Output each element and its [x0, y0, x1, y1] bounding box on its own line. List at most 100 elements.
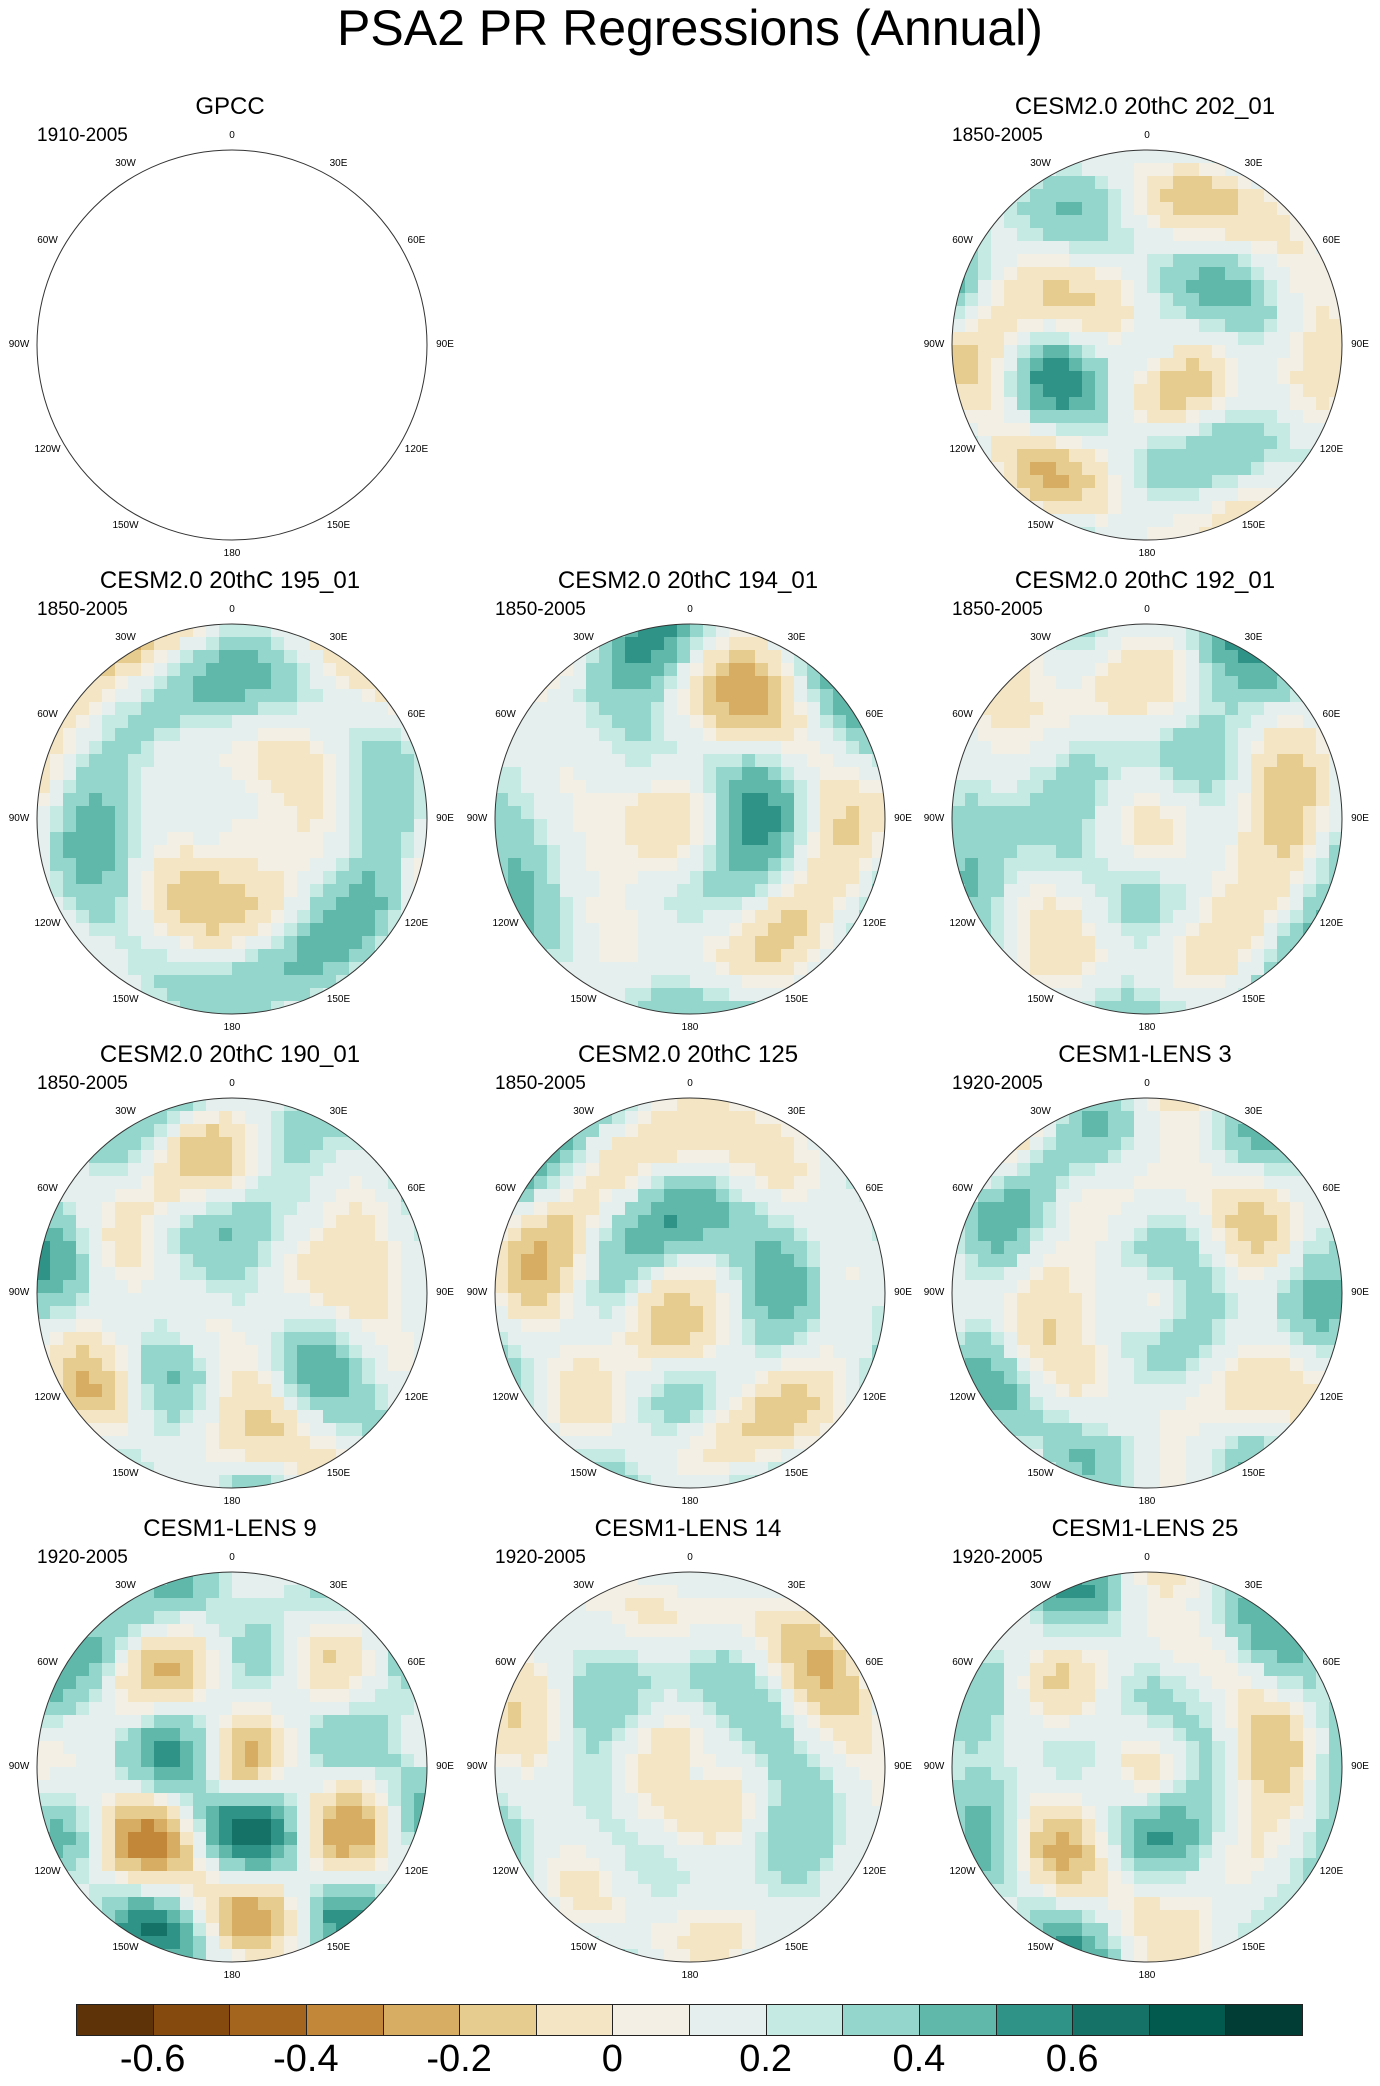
- field-cell: [102, 1293, 116, 1307]
- field-cell: [362, 884, 376, 898]
- field-cell: [245, 988, 259, 1002]
- field-cell: [521, 858, 535, 872]
- field-cell: [1134, 319, 1148, 333]
- field-cell: [1069, 728, 1083, 742]
- field-cell: [1225, 397, 1239, 411]
- field-cell: [271, 663, 285, 677]
- field-cell: [846, 793, 860, 807]
- field-cell: [625, 728, 639, 742]
- field-cell: [807, 949, 821, 963]
- field-cell: [1186, 462, 1200, 476]
- field-cell: [1160, 637, 1174, 651]
- field-cell: [1264, 397, 1278, 411]
- field-cell: [232, 1449, 246, 1463]
- field-cell: [716, 1150, 730, 1164]
- field-cell: [284, 1098, 298, 1112]
- field-cell: [677, 624, 691, 638]
- field-cell: [349, 1410, 363, 1424]
- field-cell: [1251, 884, 1265, 898]
- field-cell: [375, 1423, 389, 1437]
- field-cell: [245, 806, 259, 820]
- field-cell: [115, 936, 129, 950]
- field-cell: [89, 884, 103, 898]
- field-cell: [1160, 371, 1174, 385]
- field-cell: [1056, 241, 1070, 255]
- field-cell: [219, 1163, 233, 1177]
- field-cell: [586, 1124, 600, 1138]
- longitude-label: 120W: [34, 917, 61, 929]
- map-field: [952, 624, 1342, 1014]
- field-cell: [180, 1202, 194, 1216]
- field-cell: [375, 637, 389, 651]
- field-cell: [703, 1189, 717, 1203]
- field-cell: [495, 871, 509, 885]
- field-cell: [219, 728, 233, 742]
- field-cell: [193, 988, 207, 1002]
- field-cell: [495, 624, 509, 638]
- field-cell: [833, 741, 847, 755]
- field-cell: [1264, 845, 1278, 859]
- field-cell: [1316, 319, 1330, 333]
- field-cell: [206, 884, 220, 898]
- field-cell: [729, 832, 743, 846]
- field-cell: [310, 1254, 324, 1268]
- field-cell: [401, 949, 415, 963]
- field-cell: [1056, 306, 1070, 320]
- field-cell: [1095, 514, 1109, 528]
- field-cell: [1290, 832, 1304, 846]
- field-cell: [180, 1345, 194, 1359]
- field-cell: [820, 1189, 834, 1203]
- field-cell: [336, 819, 350, 833]
- field-cell: [258, 1228, 272, 1242]
- field-cell: [1212, 319, 1226, 333]
- field-cell: [768, 780, 782, 794]
- field-cell: [651, 897, 665, 911]
- field-cell: [612, 975, 626, 989]
- field-cell: [991, 728, 1005, 742]
- field-cell: [89, 897, 103, 911]
- field-cell: [794, 780, 808, 794]
- field-cell: [1069, 241, 1083, 255]
- field-cell: [991, 280, 1005, 294]
- field-cell: [807, 715, 821, 729]
- field-cell: [1160, 741, 1174, 755]
- field-cell: [1134, 832, 1148, 846]
- field-cell: [167, 949, 181, 963]
- field-cell: [625, 910, 639, 924]
- field-cell: [206, 1358, 220, 1372]
- field-cell: [362, 923, 376, 937]
- field-cell: [1017, 754, 1031, 768]
- field-cell: [37, 1475, 51, 1488]
- field-cell: [336, 897, 350, 911]
- field-cell: [89, 676, 103, 690]
- field-cell: [1069, 436, 1083, 450]
- field-cell: [1121, 819, 1135, 833]
- field-cell: [1069, 384, 1083, 398]
- field-cell: [625, 754, 639, 768]
- field-cell: [128, 1371, 142, 1385]
- field-cell: [1134, 202, 1148, 216]
- field-cell: [37, 936, 51, 950]
- field-cell: [375, 1319, 389, 1333]
- field-cell: [664, 1150, 678, 1164]
- field-cell: [1316, 884, 1330, 898]
- field-cell: [284, 1410, 298, 1424]
- field-cell: [401, 936, 415, 950]
- field-cell: [63, 1254, 77, 1268]
- field-cell: [310, 832, 324, 846]
- field-cell: [638, 962, 652, 976]
- field-cell: [141, 663, 155, 677]
- field-cell: [167, 897, 181, 911]
- field-cell: [1290, 527, 1304, 540]
- field-cell: [1225, 241, 1239, 255]
- field-cell: [414, 663, 427, 677]
- field-cell: [965, 501, 979, 515]
- field-cell: [284, 1423, 298, 1437]
- field-cell: [1121, 988, 1135, 1002]
- field-cell: [89, 1449, 103, 1463]
- field-cell: [206, 949, 220, 963]
- field-cell: [846, 1202, 860, 1216]
- field-cell: [807, 1124, 821, 1138]
- field-cell: [258, 1163, 272, 1177]
- field-cell: [50, 1215, 64, 1229]
